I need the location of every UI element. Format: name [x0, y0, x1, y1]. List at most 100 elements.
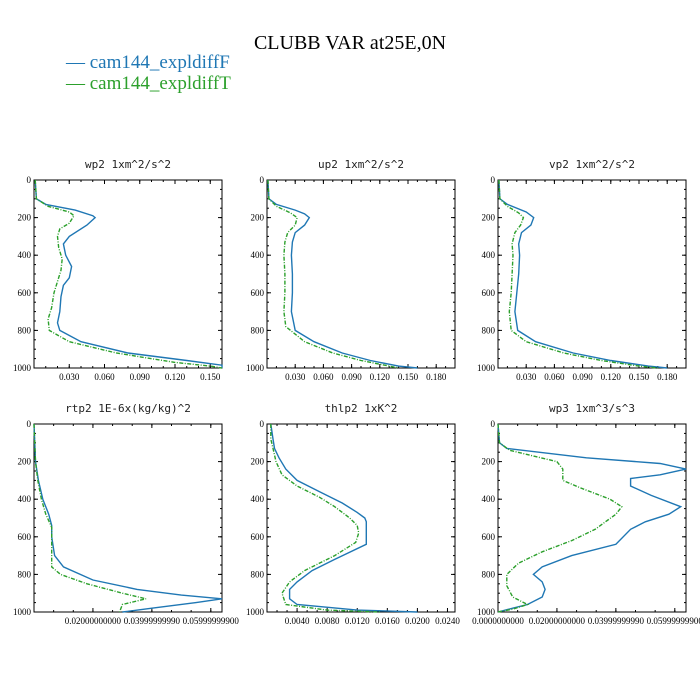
series-line-expldiffF — [34, 179, 223, 368]
y-tick-label: 0 — [27, 419, 32, 429]
legend-entry-1: — cam144_expldiffF — [65, 52, 230, 73]
x-tick-label: 0.0080 — [315, 616, 340, 626]
panel-5: thlp2 1xK^2 0 200 400 600 800 1000 0.0040 0.0080… — [246, 402, 460, 626]
series-line-expldiffT — [270, 424, 380, 613]
x-tick-label: 0.05999999900 — [647, 616, 700, 626]
legend: — cam144_expldiffF — cam144_expldiffT — [65, 52, 231, 94]
x-tick-label: 0.0040 — [285, 616, 310, 626]
x-tick-label: 0.030 — [516, 372, 537, 382]
plot-frame — [497, 179, 687, 369]
y-tick-label: 800 — [482, 325, 496, 335]
y-tick-label: 200 — [18, 213, 32, 223]
y-tick-label: 0 — [260, 419, 265, 429]
x-tick-label: 0.0160 — [375, 616, 400, 626]
y-tick-label: 600 — [251, 288, 265, 298]
x-tick-label: 0.120 — [370, 372, 391, 382]
x-tick-label: 0.02000000000 — [65, 616, 122, 626]
series-line-expldiffF — [498, 179, 668, 369]
x-tick-label: 0.060 — [313, 372, 334, 382]
y-tick-label: 1000 — [13, 363, 32, 373]
y-tick-label: 600 — [482, 532, 496, 542]
x-tick-label: 0.090 — [572, 372, 593, 382]
y-tick-label: 600 — [251, 532, 265, 542]
series-line-expldiffT — [33, 423, 147, 613]
x-tick-label: 0.030 — [285, 372, 306, 382]
y-tick-label: 400 — [18, 494, 32, 504]
x-tick-label: 0.0200 — [405, 616, 430, 626]
x-tick-label: 0.060 — [94, 372, 115, 382]
series-line-expldiffF — [497, 423, 687, 613]
panels-grid: wp2 1xm^2/s^2 0 200 400 600 800 1000 0.030 0.060… — [13, 158, 700, 626]
x-tick-label: 0.03999999990 — [124, 616, 181, 626]
y-tick-label: 600 — [18, 532, 32, 542]
x-tick-label: 0.120 — [165, 372, 186, 382]
y-tick-label: 800 — [251, 325, 265, 335]
x-tick-label: 0.180 — [426, 372, 447, 382]
legend-label-1: cam144_expldiffF — [90, 52, 230, 73]
y-tick-label: 200 — [482, 457, 496, 467]
y-tick-label: 1000 — [246, 363, 265, 373]
y-tick-label: 200 — [18, 457, 32, 467]
series-line-expldiffF — [270, 423, 418, 613]
plot-frame — [33, 423, 223, 613]
panel-title: wp3 1xm^3/s^3 — [549, 402, 635, 415]
legend-entry-2: — cam144_expldiffT — [65, 73, 231, 94]
y-tick-label: 200 — [251, 213, 265, 223]
plot-frame — [266, 179, 456, 369]
y-tick-label: 400 — [251, 250, 265, 260]
panel-1: wp2 1xm^2/s^2 0 200 400 600 800 1000 0.030 0.060… — [13, 158, 223, 382]
figure-title: CLUBB VAR at25E,0N — [254, 32, 446, 54]
x-tick-label: 0.0120 — [345, 616, 370, 626]
panel-title: vp2 1xm^2/s^2 — [549, 158, 635, 171]
y-tick-label: 0 — [491, 419, 496, 429]
y-tick-label: 400 — [482, 250, 496, 260]
panel-title: up2 1xm^2/s^2 — [318, 158, 404, 171]
panel-title: wp2 1xm^2/s^2 — [85, 158, 171, 171]
x-tick-label: 0.120 — [601, 372, 622, 382]
x-tick-label: 0.03999999990 — [588, 616, 645, 626]
y-tick-label: 400 — [18, 250, 32, 260]
x-tick-label: 0.0000000000 — [472, 616, 524, 626]
series-line-expldiffF — [33, 423, 223, 613]
x-tick-label: 0.090 — [130, 372, 151, 382]
x-tick-label: 0.02000000000 — [529, 616, 586, 626]
panel-title: rtp2 1E-6x(kg/kg)^2 — [65, 402, 191, 415]
panel-3: vp2 1xm^2/s^2 0 200 400 600 800 1000 0.030 0.060… — [477, 158, 687, 382]
y-tick-label: 800 — [482, 569, 496, 579]
y-tick-label: 0 — [260, 175, 265, 185]
legend-marker-1: — — [65, 52, 86, 73]
x-tick-label: 0.05999999900 — [183, 616, 240, 626]
panel-2: up2 1xm^2/s^2 0 200 400 600 800 1000 0.030 0.060… — [246, 158, 456, 382]
x-tick-label: 0.180 — [657, 372, 678, 382]
y-tick-label: 800 — [18, 325, 32, 335]
legend-label-2: cam144_expldiffT — [90, 73, 231, 94]
y-tick-label: 1000 — [246, 607, 265, 617]
series-line-expldiffF — [267, 179, 418, 369]
y-tick-label: 800 — [18, 569, 32, 579]
legend-marker-2: — — [65, 73, 86, 94]
y-tick-label: 600 — [482, 288, 496, 298]
y-tick-label: 400 — [251, 494, 265, 504]
y-tick-label: 0 — [491, 175, 496, 185]
y-tick-label: 1000 — [477, 363, 496, 373]
y-tick-label: 200 — [251, 457, 265, 467]
y-tick-label: 1000 — [477, 607, 496, 617]
y-tick-label: 800 — [251, 569, 265, 579]
panel-6: wp3 1xm^3/s^3 0 200 400 600 800 10000.00000000… — [472, 402, 700, 626]
x-tick-label: 0.0240 — [435, 616, 460, 626]
y-tick-label: 600 — [18, 288, 32, 298]
y-tick-label: 0 — [27, 175, 32, 185]
panel-title: thlp2 1xK^2 — [325, 402, 398, 415]
y-tick-label: 1000 — [13, 607, 32, 617]
series-line-expldiffT — [497, 423, 623, 613]
y-tick-label: 200 — [482, 213, 496, 223]
series-line-expldiffT — [34, 179, 223, 369]
x-tick-label: 0.150 — [398, 372, 419, 382]
y-tick-label: 400 — [482, 494, 496, 504]
x-tick-label: 0.150 — [200, 372, 221, 382]
series-line-expldiffT — [498, 179, 658, 369]
panel-4: rtp2 1E-6x(kg/kg)^2 0 200 400 600 800 1000 0.02… — [13, 402, 239, 626]
series-line-expldiffT — [267, 179, 399, 369]
x-tick-label: 0.090 — [341, 372, 362, 382]
x-tick-label: 0.150 — [629, 372, 650, 382]
